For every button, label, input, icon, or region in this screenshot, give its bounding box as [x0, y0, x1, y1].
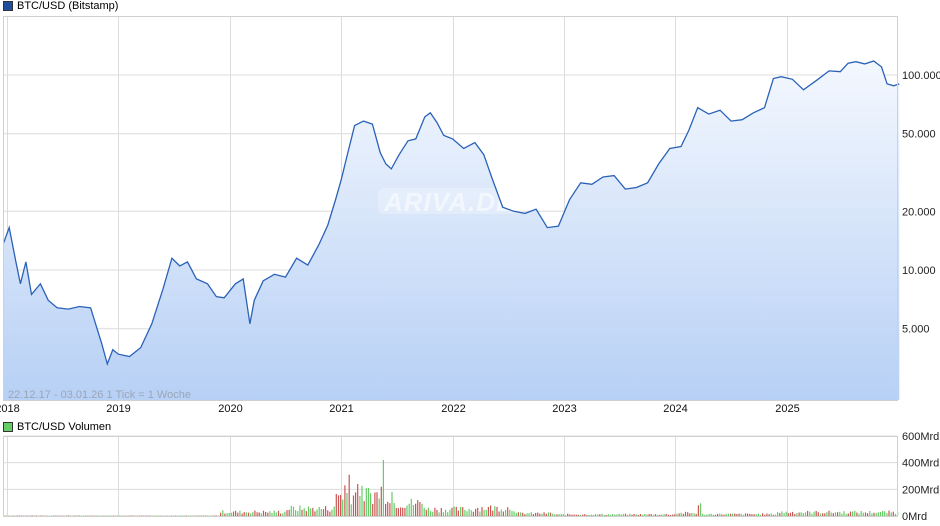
price-line — [3, 60, 900, 366]
volume-y-label: 400Mrd — [902, 458, 939, 470]
x-label: 2024 — [663, 403, 687, 415]
x-label: 2022 — [441, 403, 465, 415]
x-label: 2019 — [106, 403, 130, 415]
volume-y-label: 200Mrd — [902, 484, 939, 496]
x-label: 2025 — [775, 403, 799, 415]
price-y-label: 20.000 — [902, 206, 936, 218]
x-label: 2023 — [552, 403, 576, 415]
volume-frame — [3, 436, 898, 517]
volume-legend: BTC/USD Volumen — [3, 421, 111, 433]
volume-y-label: 600Mrd — [902, 431, 939, 443]
x-label: 2021 — [329, 403, 353, 415]
volume-legend-swatch-icon — [3, 422, 13, 432]
price-y-label: 10.000 — [902, 265, 936, 277]
price-legend: BTC/USD (Bitstamp) — [3, 0, 118, 12]
price-y-axis: 5.000 10.000 20.000 50.000 100.000 — [902, 70, 940, 336]
volume-y-label: 0Mrd — [902, 511, 927, 523]
price-y-label: 50.000 — [902, 129, 936, 141]
watermark: ARIVA.DE — [378, 187, 524, 217]
x-label: 2020 — [218, 403, 242, 415]
price-area-fill — [3, 61, 900, 400]
price-y-label: 100.000 — [902, 70, 940, 82]
volume-bars — [3, 460, 899, 517]
price-y-label: 5.000 — [902, 324, 930, 336]
x-axis: 2018 2019 2020 2021 2022 2023 2024 2025 — [0, 403, 800, 415]
price-legend-swatch-icon — [3, 1, 13, 11]
x-label: 2018 — [0, 403, 20, 415]
price-legend-label: BTC/USD (Bitstamp) — [17, 0, 119, 12]
volume-y-axis: 0Mrd 200Mrd 400Mrd 600Mrd — [902, 431, 939, 523]
date-range-info: 22.12.17 - 03.01.26 1 Tick = 1 Woche — [8, 389, 191, 401]
volume-grid — [4, 435, 897, 517]
watermark-text: ARIVA.DE — [383, 187, 514, 217]
volume-legend-label: BTC/USD Volumen — [17, 421, 112, 433]
price-frame — [3, 16, 898, 401]
